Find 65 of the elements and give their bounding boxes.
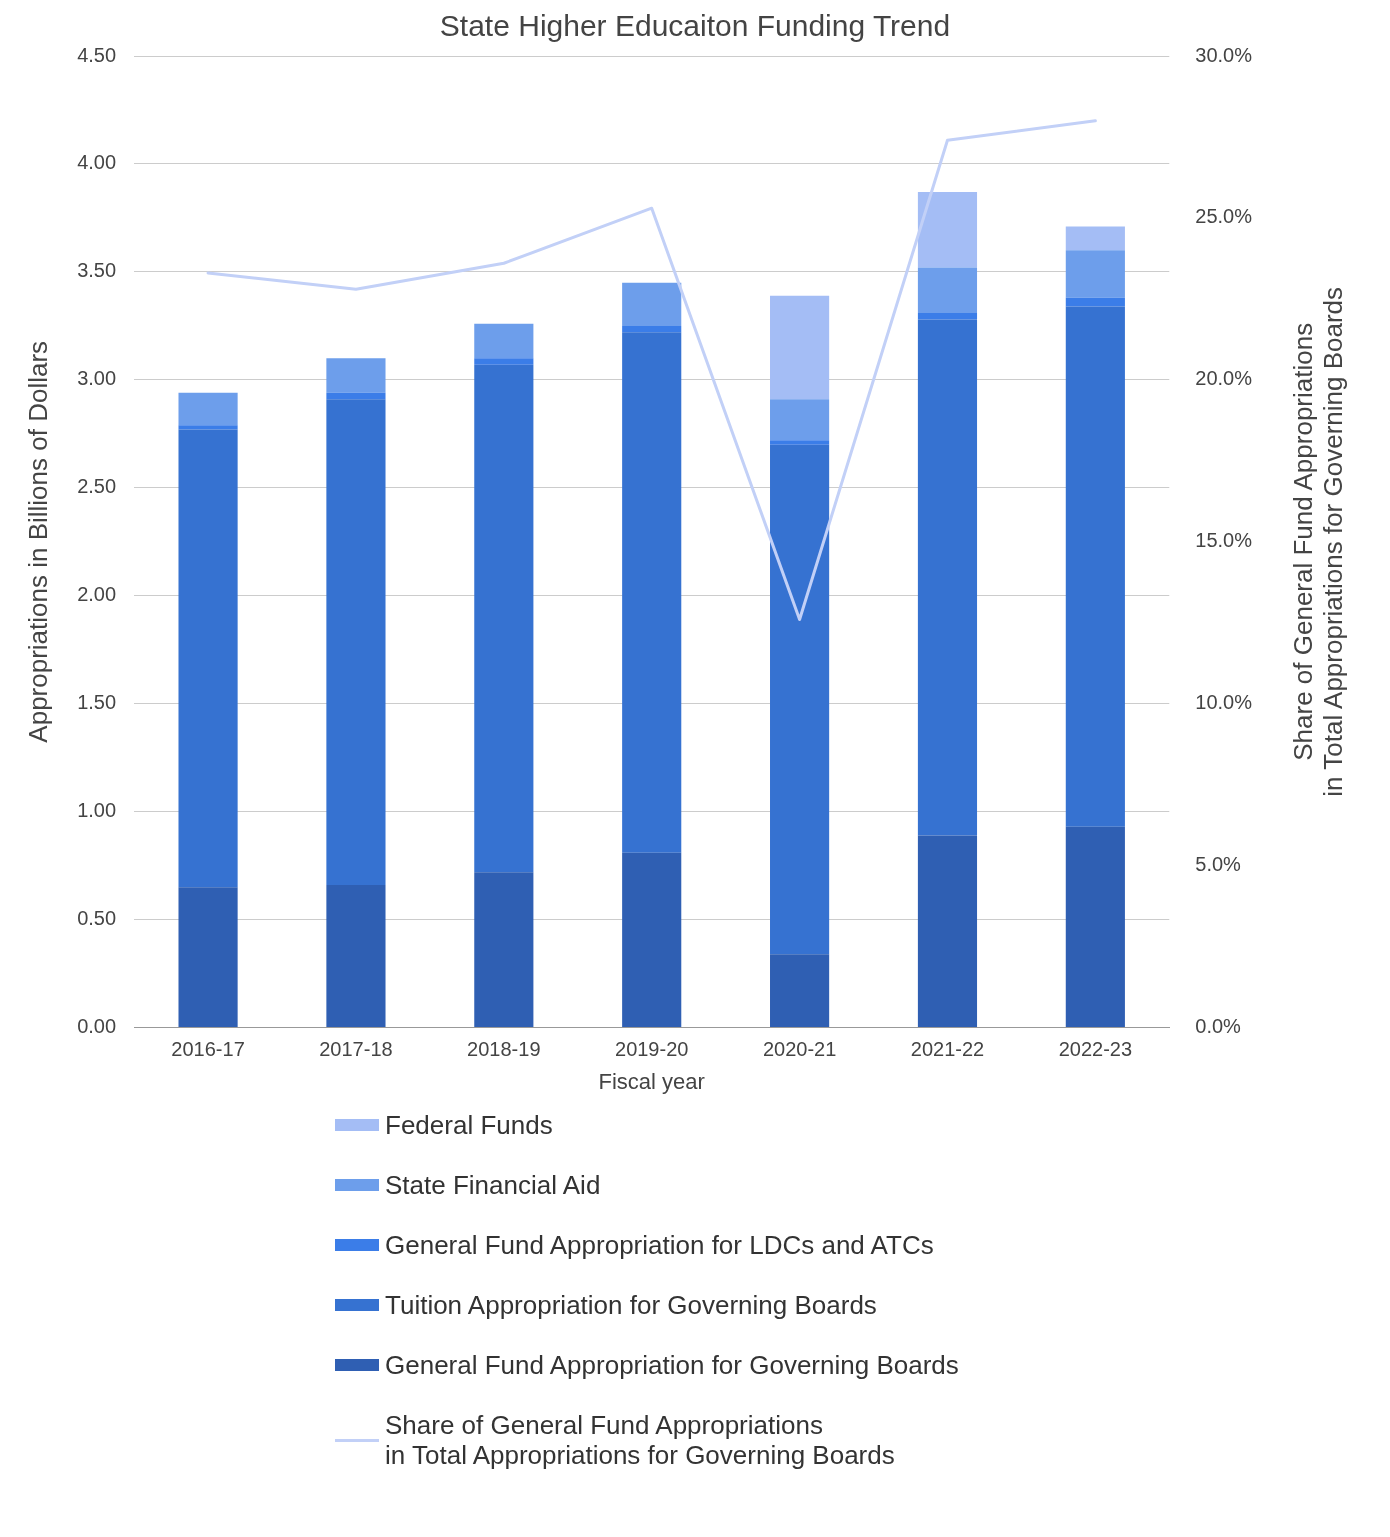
y-tick-label: 0.50 <box>77 907 117 930</box>
bar <box>326 392 386 400</box>
bar <box>622 325 682 333</box>
bar <box>770 954 830 1028</box>
bar <box>917 835 978 1028</box>
bar <box>770 295 830 400</box>
x-axis-title: Fiscal year <box>598 1068 705 1094</box>
y-tick-label: 2.00 <box>77 583 117 606</box>
legend-label: Tuition Appropriation for Governing Boards <box>385 1290 877 1320</box>
chart-title: State Higher Educaiton Funding Trend <box>439 9 951 43</box>
x-tick-label: 2022-23 <box>1058 1038 1133 1061</box>
bar <box>326 885 386 1028</box>
bar <box>770 440 830 445</box>
y-tick-label: 3.50 <box>77 259 117 282</box>
y2-tick-label: 15.0% <box>1195 529 1253 552</box>
bar <box>622 282 682 326</box>
bar <box>917 192 978 268</box>
y2-tick-label: 20.0% <box>1195 367 1253 390</box>
y-tick-label: 4.50 <box>77 43 117 66</box>
legend-label: General Fund Appropriation for Governing Boards <box>385 1350 959 1380</box>
bar <box>474 358 534 365</box>
bar <box>917 312 978 320</box>
x-tick-label: 2019-20 <box>615 1038 689 1061</box>
legend-label: General Fund Appropriation for LDCs and ATCs <box>385 1230 934 1260</box>
bar <box>474 364 534 873</box>
y2-tick-label: 30.0% <box>1195 43 1253 66</box>
y-tick-label: 1.50 <box>77 691 117 714</box>
y-tick-label: 2.50 <box>77 475 117 498</box>
bar <box>917 319 978 836</box>
y2-tick-label: 10.0% <box>1195 691 1253 714</box>
y2-tick-label: 25.0% <box>1195 205 1253 228</box>
y-tick-label: 0.00 <box>77 1015 117 1038</box>
bar <box>1065 250 1125 298</box>
bar <box>474 323 534 359</box>
y-tick-label: 3.00 <box>77 367 117 390</box>
x-tick-label: 2017-18 <box>319 1038 393 1061</box>
x-tick-label: 2020-21 <box>762 1038 837 1061</box>
bar <box>770 444 830 955</box>
legend-label: State Financial Aid <box>385 1170 601 1200</box>
y2-tick-label: 0.0% <box>1195 1015 1242 1038</box>
x-tick-label: 2018-19 <box>467 1038 541 1061</box>
bar <box>622 852 682 1028</box>
y-tick-label: 1.00 <box>77 799 117 822</box>
bar <box>178 392 238 426</box>
x-tick-label: 2016-17 <box>171 1038 245 1061</box>
bar <box>1065 226 1125 251</box>
legend-label: Share of General Fund Appropriations in Total Appropriations for Governing Boards <box>385 1410 895 1470</box>
bar <box>474 872 534 1028</box>
y-axis-title: Appropriations in Billions of Dollars <box>22 340 53 743</box>
y2-axis-title: Share of General Fund Appropriations in Total Appropriations for Governing Boards <box>1288 286 1349 797</box>
x-tick-label: 2021-22 <box>910 1038 985 1061</box>
bar <box>1065 297 1125 307</box>
bar <box>326 358 386 393</box>
y2-tick-label: 5.0% <box>1195 853 1242 876</box>
bar <box>178 887 238 1028</box>
bar <box>1065 826 1125 1028</box>
bar <box>326 399 386 886</box>
bar <box>622 332 682 853</box>
bar <box>178 425 238 430</box>
bar <box>917 267 978 313</box>
legend-label: Federal Funds <box>385 1110 553 1140</box>
bar <box>770 399 830 441</box>
y-tick-label: 4.00 <box>77 151 117 174</box>
bar <box>178 429 238 888</box>
bar <box>1065 306 1125 827</box>
